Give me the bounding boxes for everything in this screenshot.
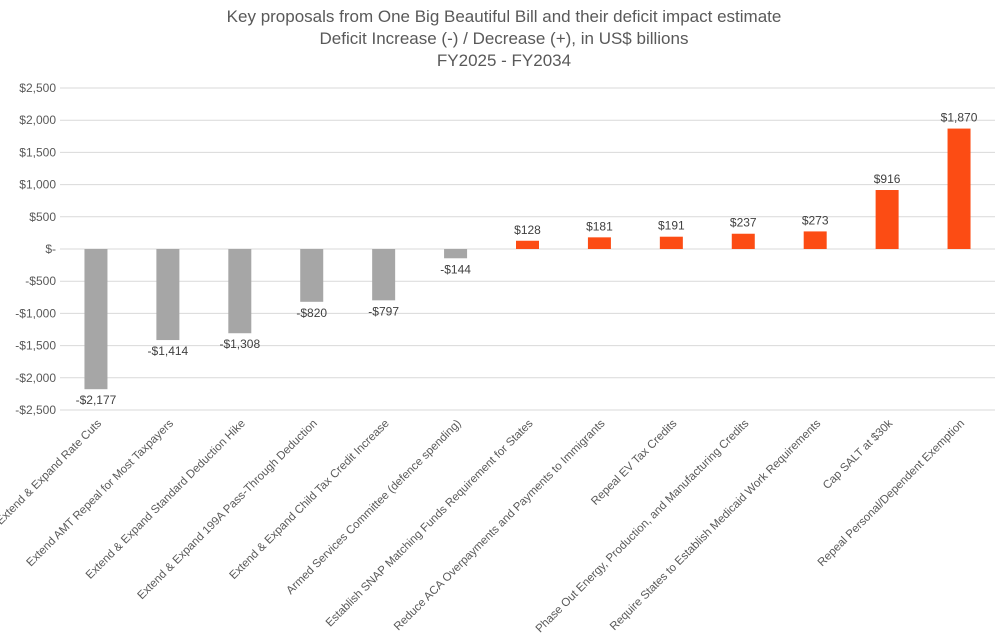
data-label: $181: [586, 219, 613, 233]
y-tick-label: -$500: [25, 274, 56, 288]
bar: [731, 233, 755, 249]
category-label: Extend AMT Repeal for Most Taxpayers: [25, 417, 177, 569]
data-label: -$820: [296, 306, 327, 320]
bar: [875, 190, 899, 249]
y-tick-label: -$2,000: [15, 371, 56, 385]
bar: [372, 249, 396, 301]
bar: [156, 249, 180, 341]
data-label: $273: [802, 213, 829, 227]
data-label: -$797: [368, 304, 399, 318]
data-label: -$1,308: [219, 337, 260, 351]
y-tick-label: $-: [45, 242, 56, 256]
chart-period: FY2025 - FY2034: [436, 51, 572, 70]
bar: [300, 249, 324, 302]
bar: [84, 249, 108, 390]
y-tick-label: $500: [29, 210, 56, 224]
category-label: Cap SALT at $30k: [821, 417, 895, 491]
chart-title-block: Key proposals from One Big Beautiful Bil…: [0, 6, 1008, 72]
y-tick-label: $1,500: [19, 145, 56, 159]
y-tick-label: -$1,500: [15, 339, 56, 353]
bar: [516, 240, 539, 249]
category-label: Repeal Personal/Dependent Exemption: [816, 418, 967, 569]
category-label: Extend & Expand Standard Deduction Hike: [84, 418, 248, 582]
bar: [659, 236, 683, 249]
data-label: -$144: [440, 262, 471, 276]
bar: [803, 231, 827, 249]
y-tick-label: $2,000: [19, 113, 56, 127]
category-label: Extend & Expand Child Tax Credit Increas…: [227, 418, 391, 582]
chart-title: Key proposals from One Big Beautiful Bil…: [226, 7, 782, 26]
bar: [587, 237, 611, 249]
chart-subtitle: Deficit Increase (-) / Decrease (+), in …: [319, 29, 689, 48]
bar: [228, 249, 252, 334]
data-label: $191: [658, 219, 685, 233]
bar: [444, 249, 468, 259]
data-label: $1,870: [941, 111, 978, 125]
bar: [947, 128, 971, 249]
data-label: $237: [730, 216, 757, 230]
data-label: $128: [514, 223, 541, 237]
y-tick-label: -$1,000: [15, 306, 56, 320]
y-tick-label: $2,500: [19, 81, 56, 95]
data-label: -$1,414: [148, 344, 189, 358]
y-tick-label: -$2,500: [15, 403, 56, 417]
y-tick-label: $1,000: [19, 178, 56, 192]
data-label: -$2,177: [76, 393, 117, 407]
data-label: $916: [874, 172, 901, 186]
